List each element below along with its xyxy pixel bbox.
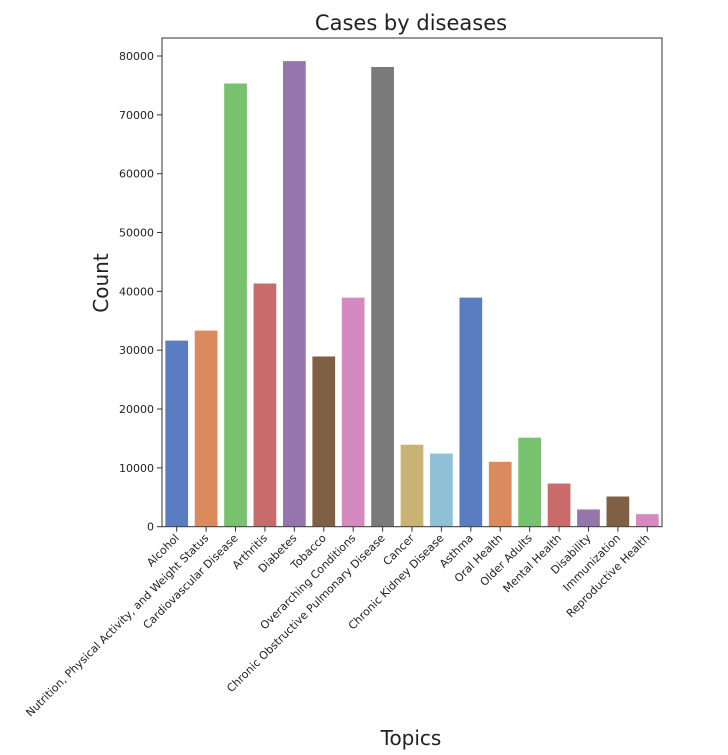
y-tick-label: 50000 [119,227,154,240]
y-tick-label: 10000 [119,462,154,475]
y-axis-label: Count [89,253,113,313]
bar-8 [399,443,425,528]
bar-15 [605,495,631,528]
bar-11 [488,460,513,528]
y-tick-label: 0 [147,521,154,534]
bar-10 [458,296,483,528]
y-tick-label: 30000 [119,344,154,357]
y-tick-label: 60000 [119,168,154,181]
plot-frame [161,37,663,528]
bar-14 [576,508,601,528]
x-axis-label: Topics [380,726,442,750]
bar-5 [311,355,336,528]
y-tick-label: 70000 [119,109,154,122]
bar-7 [370,66,395,528]
y-tick-label: 40000 [119,285,154,298]
x-tick-label: Nutrition, Physical Activity, and Weight… [23,531,211,719]
bar-6 [341,296,366,528]
bar-0 [164,339,189,528]
bar-3 [252,282,278,528]
bar-12 [517,436,542,528]
chart-title: Cases by diseases [315,11,507,35]
bar-2 [223,82,248,528]
y-tick-label: 20000 [119,403,154,416]
y-tick-label: 80000 [119,50,154,63]
bar-16 [635,513,660,528]
bar-4 [282,60,307,528]
bar-9 [429,452,454,528]
bar-13 [546,482,572,528]
bar-1 [193,329,219,528]
